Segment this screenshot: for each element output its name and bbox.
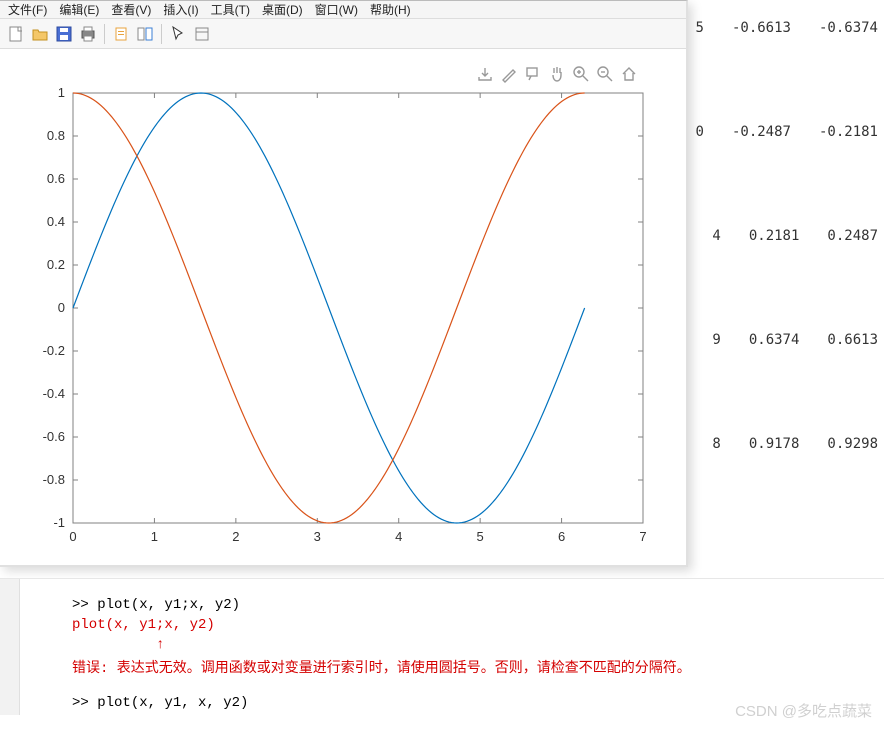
link-icon[interactable]: [111, 24, 131, 44]
open-icon[interactable]: [30, 24, 50, 44]
menu-view[interactable]: 查看(V): [107, 1, 155, 18]
insert-icon[interactable]: [192, 24, 212, 44]
export-icon[interactable]: [476, 65, 494, 83]
svg-text:4: 4: [395, 529, 402, 544]
svg-text:0.2: 0.2: [47, 257, 65, 272]
datatip-icon[interactable]: [524, 65, 542, 83]
svg-text:0.6: 0.6: [47, 171, 65, 186]
svg-text:3: 3: [314, 529, 321, 544]
toolbar-separator: [161, 24, 162, 44]
home-icon[interactable]: [620, 65, 638, 83]
menu-insert[interactable]: 插入(I): [159, 1, 202, 18]
svg-text:-0.4: -0.4: [43, 386, 65, 401]
new-figure-icon[interactable]: [6, 24, 26, 44]
svg-text:-1: -1: [53, 515, 65, 530]
brush-icon[interactable]: [500, 65, 518, 83]
svg-text:1: 1: [58, 85, 65, 100]
error-message: 错误: 表达式无效。调用函数或对变量进行索引时，请使用圆括号。否则，请检查不匹配…: [72, 657, 884, 677]
axes[interactable]: 0 1 2 3 4 5 6 7 -1 -0.8 -0.6 -0.4 -0.2 0 0.2 0.4 0.6 0.8 1: [13, 85, 673, 555]
svg-text:0.4: 0.4: [47, 214, 65, 229]
command-gutter: [0, 579, 20, 715]
menu-bar: 文件(F) 编辑(E) 查看(V) 插入(I) 工具(T) 桌面(D) 窗口(W…: [0, 1, 686, 19]
menu-tools[interactable]: 工具(T): [207, 1, 254, 18]
pan-icon[interactable]: [548, 65, 566, 83]
svg-text:7: 7: [639, 529, 646, 544]
svg-text:-0.6: -0.6: [43, 429, 65, 444]
error-echo: plot(x, y1;x, y2): [72, 617, 884, 633]
command-window[interactable]: >> plot(x, y1;x, y2) plot(x, y1;x, y2) ↑…: [0, 578, 884, 715]
workspace-matrix: 5-0.6613-0.6374 0-0.2487-0.2181 40.21810…: [684, 0, 884, 540]
menu-desktop[interactable]: 桌面(D): [258, 1, 307, 18]
svg-text:1: 1: [151, 529, 158, 544]
menu-edit[interactable]: 编辑(E): [55, 1, 103, 18]
menu-window[interactable]: 窗口(W): [311, 1, 362, 18]
svg-text:2: 2: [232, 529, 239, 544]
figure-toolbar: [0, 19, 686, 49]
axes-toolbar: [8, 59, 678, 85]
zoomout-icon[interactable]: [596, 65, 614, 83]
svg-text:6: 6: [558, 529, 565, 544]
svg-text:0: 0: [58, 300, 65, 315]
figure-window: 文件(F) 编辑(E) 查看(V) 插入(I) 工具(T) 桌面(D) 窗口(W…: [0, 0, 688, 567]
svg-text:0.8: 0.8: [47, 128, 65, 143]
svg-text:-0.8: -0.8: [43, 472, 65, 487]
svg-text:-0.2: -0.2: [43, 343, 65, 358]
pointer-icon[interactable]: [168, 24, 188, 44]
plot-area: 0 1 2 3 4 5 6 7 -1 -0.8 -0.6 -0.4 -0.2 0 0.2 0.4 0.6 0.8 1: [0, 49, 686, 565]
svg-text:0: 0: [69, 529, 76, 544]
menu-file[interactable]: 文件(F): [4, 1, 51, 18]
save-icon[interactable]: [54, 24, 74, 44]
svg-text:5: 5: [477, 529, 484, 544]
zoomin-icon[interactable]: [572, 65, 590, 83]
menu-help[interactable]: 帮助(H): [366, 1, 415, 18]
toolbar-separator: [104, 24, 105, 44]
print-icon[interactable]: [78, 24, 98, 44]
error-arrow: ↑: [72, 637, 884, 653]
data-icon[interactable]: [135, 24, 155, 44]
command-line: >> plot(x, y1, x, y2): [72, 695, 884, 711]
command-line: >> plot(x, y1;x, y2): [72, 597, 884, 613]
